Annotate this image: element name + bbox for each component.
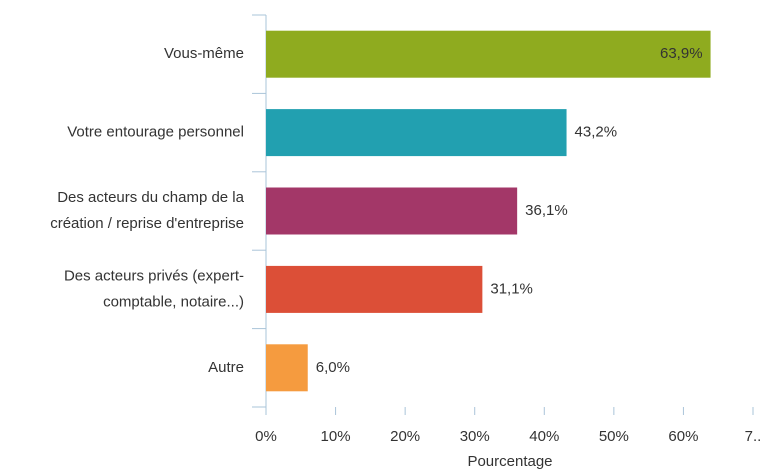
- value-label: 6,0%: [316, 359, 350, 376]
- y-tick-label: comptable, notaire...): [103, 293, 244, 310]
- x-tick-label: 7..: [745, 428, 762, 445]
- x-tick-label: 30%: [460, 428, 490, 445]
- y-tick-label: Des acteurs du champ de la: [57, 189, 244, 206]
- value-label: 63,9%: [660, 45, 703, 62]
- value-label: 43,2%: [575, 124, 618, 141]
- x-tick-label: 60%: [668, 428, 698, 445]
- bar: [266, 187, 518, 235]
- y-tick-label: Autre: [208, 359, 244, 376]
- x-tick-label: 0%: [255, 428, 277, 445]
- value-label: 36,1%: [525, 202, 568, 219]
- x-axis-title: Pourcentage: [467, 453, 552, 470]
- y-tick-label: Votre entourage personnel: [67, 124, 244, 141]
- x-tick-label: 10%: [321, 428, 351, 445]
- value-label: 31,1%: [490, 280, 533, 297]
- x-tick-label: 20%: [390, 428, 420, 445]
- bar: [266, 265, 483, 313]
- x-tick-label: 50%: [599, 428, 629, 445]
- y-tick-label: Vous-même: [164, 45, 244, 62]
- bar: [266, 344, 308, 392]
- bar: [266, 109, 567, 157]
- y-tick-label: création / reprise d'entreprise: [50, 215, 244, 232]
- y-tick-label: Des acteurs privés (expert-: [64, 267, 244, 284]
- bar: [266, 30, 711, 78]
- x-tick-label: 40%: [529, 428, 559, 445]
